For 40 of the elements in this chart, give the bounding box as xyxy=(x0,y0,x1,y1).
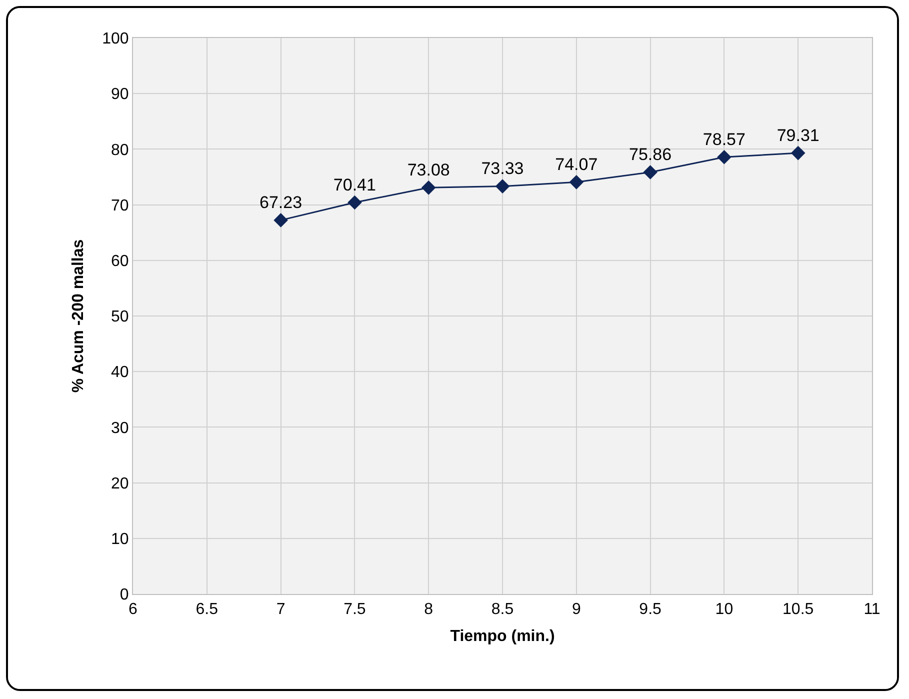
point xyxy=(569,175,584,190)
point xyxy=(274,213,288,228)
x-tick-label: 6 xyxy=(128,601,138,618)
data-label: 70.41 xyxy=(333,175,376,194)
point xyxy=(495,179,510,194)
y-tick-label: 10 xyxy=(111,531,129,548)
y-tick-label: 60 xyxy=(111,253,129,270)
y-tick-label: 80 xyxy=(111,142,129,159)
y-axis-title: % Acum -200 mallas xyxy=(70,239,87,393)
x-tick-label: 8.5 xyxy=(491,601,514,618)
point xyxy=(348,195,362,210)
x-tick-label: 9 xyxy=(572,601,581,618)
y-tick-label: 70 xyxy=(111,197,129,214)
y-tick-label: 90 xyxy=(111,86,129,104)
point xyxy=(421,180,436,195)
y-tick-label: 0 xyxy=(120,586,129,604)
x-tick-label: 6.5 xyxy=(196,601,218,618)
y-tick-label: 40 xyxy=(111,364,129,382)
data-label: 67.23 xyxy=(260,193,302,212)
data-label: 73.33 xyxy=(481,159,524,178)
x-tick-label: 11 xyxy=(864,601,880,618)
point xyxy=(717,150,732,164)
data-label: 74.07 xyxy=(555,155,598,174)
y-tick-label: 30 xyxy=(111,420,129,437)
point xyxy=(790,146,806,160)
x-tick-label: 7 xyxy=(276,601,286,618)
x-tick-label: 10 xyxy=(715,601,734,618)
x-tick-label: 8 xyxy=(424,601,434,618)
x-tick-label: 9.5 xyxy=(639,601,662,618)
data-label: 73.08 xyxy=(407,160,450,180)
x-tick-label: 7.5 xyxy=(344,601,366,618)
x-axis-title: Tiempo (min.) xyxy=(450,628,555,645)
data-label: 75.86 xyxy=(629,145,672,164)
data-label: 78.57 xyxy=(702,130,746,150)
x-tick-label: 10.5 xyxy=(782,601,814,618)
y-tick-label: 50 xyxy=(111,308,129,326)
y-tick-label: 20 xyxy=(111,475,129,492)
point xyxy=(643,165,658,180)
data-label: 79.31 xyxy=(776,126,820,145)
y-tick-label: 100 xyxy=(102,30,129,48)
